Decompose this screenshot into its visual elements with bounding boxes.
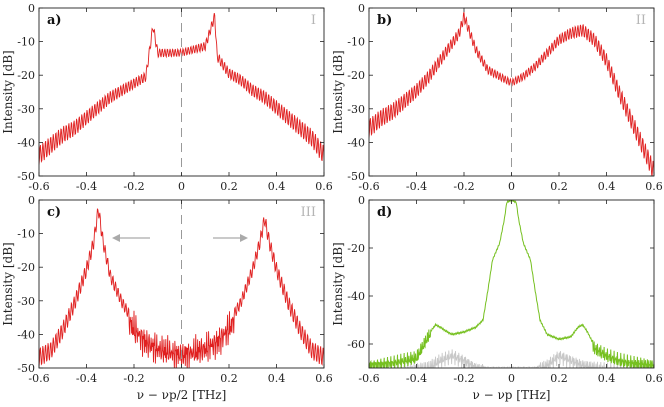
panel-c-label: III	[301, 205, 316, 220]
panel-d-ylabel: Intensity [dB]	[331, 242, 345, 325]
y-tick-label: -60	[347, 338, 365, 351]
x-tick-label: -0.4	[406, 180, 427, 193]
panel-a: -0.6 -0.4 -0.2 0 0.2 0.4 0.6 0 -10 -20 -30 -40 -50 a…	[1, 2, 333, 193]
x-tick-label: 0	[508, 372, 515, 385]
x-tick-label: -0.4	[76, 180, 97, 193]
x-tick-label: 0.4	[268, 180, 286, 193]
panel-a-letter: a)	[47, 13, 62, 28]
x-tick-label: 0.6	[645, 372, 663, 385]
y-tick-label: -30	[17, 295, 35, 308]
x-tick-label: 0.2	[550, 372, 568, 385]
x-tick-label: 0.2	[550, 180, 568, 193]
panel-c-ticks: -0.6 -0.4 -0.2 0 0.2 0.4 0.6 0 -10 -20 -30 -40 -50	[17, 194, 332, 385]
x-tick-label: -0.6	[28, 372, 49, 385]
panel-c-xlabel: ν − νp/2 [THz]	[137, 388, 227, 402]
y-tick-label: -30	[347, 103, 365, 116]
panel-b-label: II	[636, 13, 646, 28]
x-tick-label: -0.2	[453, 372, 474, 385]
y-tick-label: -40	[17, 328, 35, 341]
panel-c-letter: c)	[47, 205, 61, 220]
x-tick-label: -0.2	[123, 372, 144, 385]
panel-c-ylabel: Intensity [dB]	[1, 242, 15, 325]
x-tick-label: 0	[508, 180, 515, 193]
panel-b-ylabel: Intensity [dB]	[331, 50, 345, 133]
panel-c: -0.6 -0.4 -0.2 0 0.2 0.4 0.6 0 -10 -20 -30 -40 -50 c…	[1, 194, 333, 402]
x-tick-label: 0.2	[220, 372, 238, 385]
panel-a-label: I	[311, 13, 316, 28]
x-tick-label: -0.2	[453, 180, 474, 193]
x-tick-label: 0.6	[645, 180, 663, 193]
right-arrow	[213, 234, 248, 242]
y-tick-label: -10	[347, 36, 365, 49]
x-tick-label: -0.6	[358, 372, 379, 385]
y-tick-label: 0	[28, 2, 35, 15]
y-tick-label: -10	[17, 36, 35, 49]
x-tick-label: -0.4	[406, 372, 427, 385]
x-tick-label: -0.4	[76, 372, 97, 385]
y-tick-label: -40	[347, 290, 365, 303]
x-tick-label: 0.4	[598, 372, 616, 385]
panel-d-ticks: -0.6 -0.4 -0.2 0 0.2 0.4 0.6 0 -20 -40 -60	[347, 194, 662, 385]
y-tick-label: -50	[17, 362, 35, 375]
x-tick-label: 0.4	[598, 180, 616, 193]
y-tick-label: -40	[347, 136, 365, 149]
x-tick-label: 0.6	[315, 372, 333, 385]
y-tick-label: -50	[347, 170, 365, 183]
y-tick-label: 0	[358, 194, 365, 207]
y-tick-label: 0	[358, 2, 365, 15]
y-tick-label: -30	[17, 103, 35, 116]
y-tick-label: -10	[17, 228, 35, 241]
x-tick-label: 0.6	[315, 180, 333, 193]
panel-d-frame	[368, 199, 655, 369]
panel-a-ticks: -0.6 -0.4 -0.2 0 0.2 0.4 0.6 0 -10 -20 -30 -40 -50	[17, 2, 332, 193]
y-tick-label: -20	[347, 69, 365, 82]
y-tick-label: -50	[17, 170, 35, 183]
panel-d-letter: d)	[377, 205, 392, 220]
x-tick-label: 0	[178, 180, 185, 193]
panel-b: -0.6 -0.4 -0.2 0 0.2 0.4 0.6 0 -10 -20 -30 -40 -50 b…	[331, 2, 663, 193]
panel-d-series-1	[369, 200, 654, 368]
x-tick-label: -0.2	[123, 180, 144, 193]
left-arrow	[112, 234, 150, 242]
y-tick-label: -40	[17, 136, 35, 149]
y-tick-label: -20	[347, 242, 365, 255]
x-tick-label: -0.6	[28, 180, 49, 193]
x-tick-label: 0.2	[220, 180, 238, 193]
panel-d: -0.6 -0.4 -0.2 0 0.2 0.4 0.6 0 -20 -40 -60 d) Inte…	[331, 194, 663, 402]
right-arrow-head	[240, 234, 248, 242]
panel-b-ticks: -0.6 -0.4 -0.2 0 0.2 0.4 0.6 0 -10 -20 -30 -40 -50	[347, 2, 662, 193]
y-tick-label: -20	[17, 261, 35, 274]
panel-a-ylabel: Intensity [dB]	[1, 50, 15, 133]
y-tick-label: 0	[28, 194, 35, 207]
x-tick-label: 0	[178, 372, 185, 385]
x-tick-label: -0.6	[358, 180, 379, 193]
left-arrow-head	[112, 234, 120, 242]
panel-d-xlabel: ν − νp [THz]	[473, 388, 551, 402]
x-tick-label: 0.4	[268, 372, 286, 385]
panel-b-letter: b)	[377, 13, 392, 28]
y-tick-label: -20	[17, 69, 35, 82]
